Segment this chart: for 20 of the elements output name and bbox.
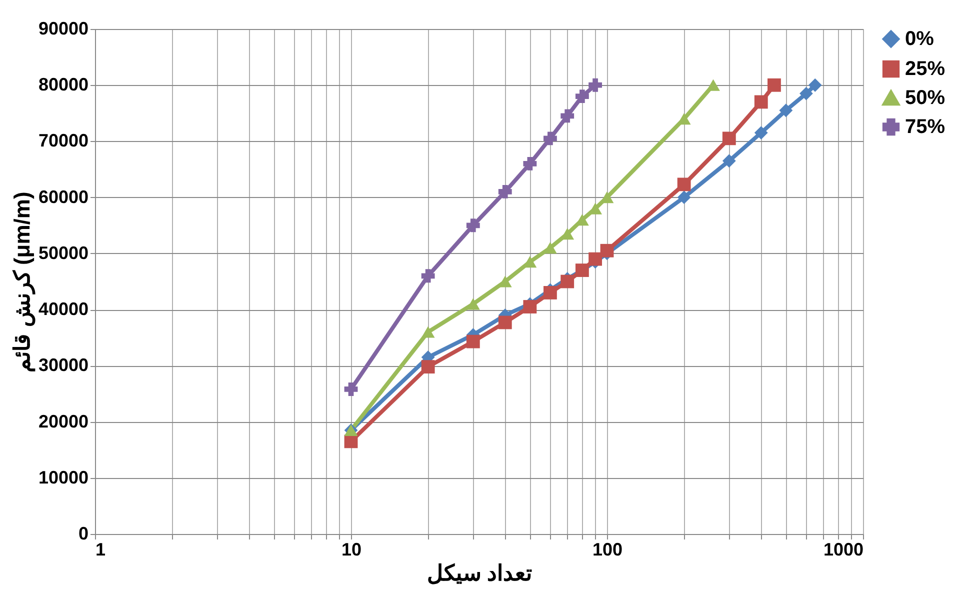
x-tick-label: 1 (96, 540, 106, 560)
legend-label: 50% (905, 87, 946, 109)
y-tick-label: 40000 (38, 299, 88, 320)
y-tick-label: 20000 (38, 411, 88, 432)
legend-label: 0% (905, 28, 934, 50)
y-axis-title: کرنش قائم (μm/m) (9, 192, 36, 372)
y-tick-label: 50000 (38, 242, 88, 263)
x-tick-label: 100 (592, 540, 623, 560)
y-tick-label: 30000 (38, 355, 88, 376)
y-tick-label: 60000 (38, 186, 88, 207)
legend-label: 75% (905, 116, 946, 138)
y-tick-label: 0 (78, 524, 88, 544)
x-tick-label: 1000 (823, 540, 864, 560)
legend-label: 25% (905, 58, 946, 80)
x-tick-label: 10 (341, 540, 362, 560)
y-tick-label: 70000 (38, 130, 88, 151)
y-tick-label: 80000 (38, 74, 88, 95)
x-axis-title: تعداد سیکل (426, 560, 532, 586)
y-tick-label: 10000 (38, 467, 88, 488)
y-tick-label: 90000 (38, 18, 88, 38)
